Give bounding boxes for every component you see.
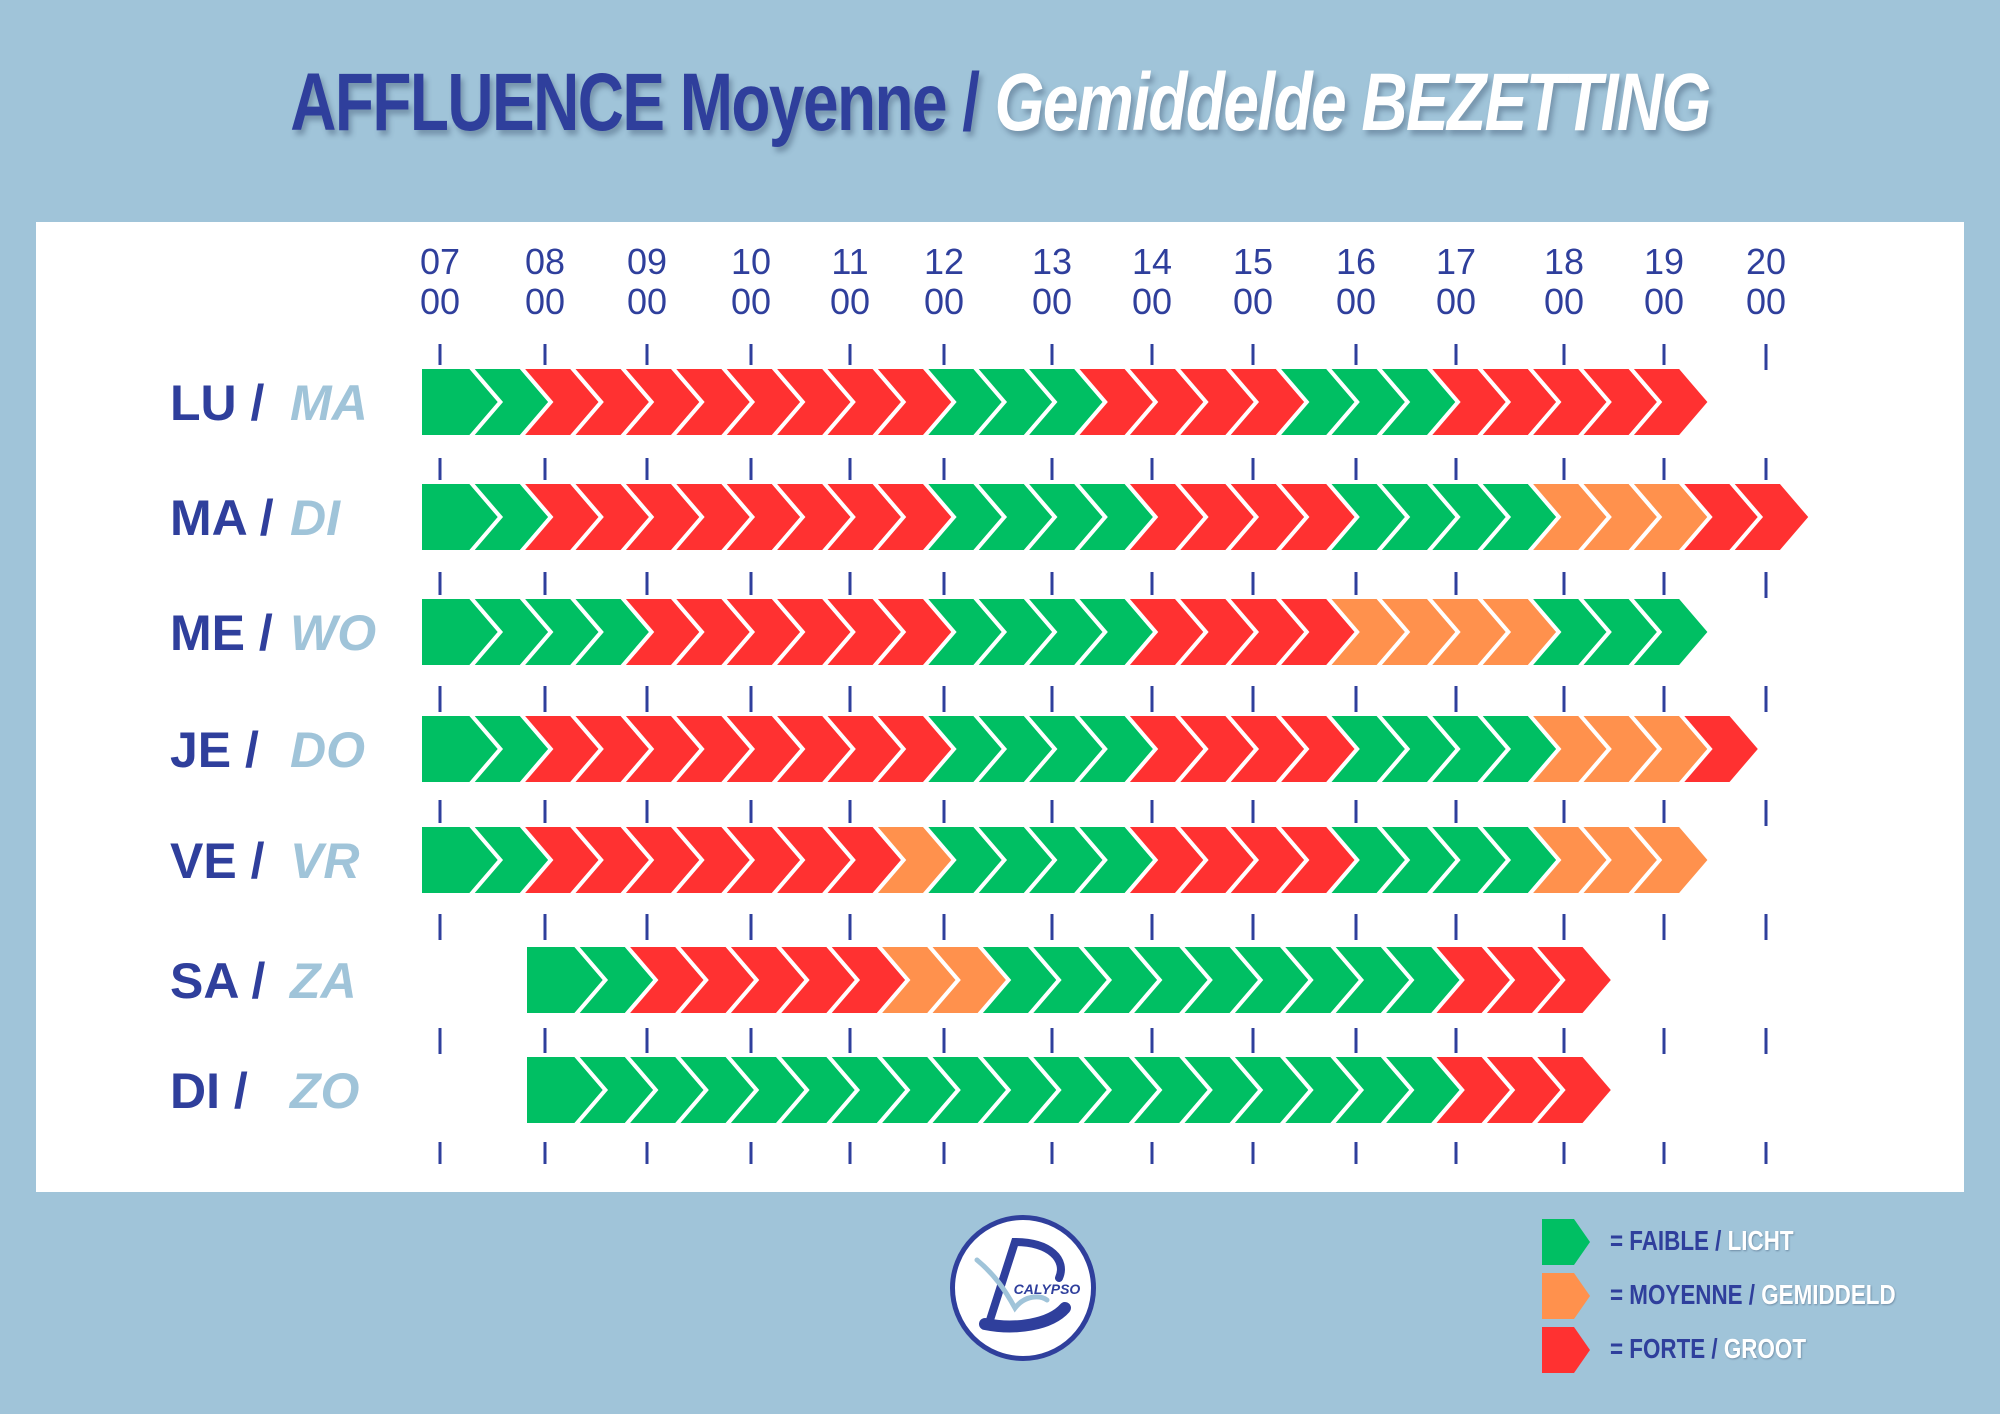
legend-chevron-icon [1542,1219,1590,1265]
day-label-fr: SA / [170,953,265,1009]
tick-label-hour: 07 [420,241,460,282]
legend-label-nl: GROOT [1723,1333,1807,1364]
legend-chevron-icon [1542,1273,1590,1319]
day-label-fr: DI / [170,1063,248,1119]
tick-label-minute: 00 [1336,281,1376,322]
occupancy-chevron [1528,943,1617,1017]
tick-label-hour: 13 [1032,241,1072,282]
legend-label-fr: = MOYENNE / [1610,1279,1762,1310]
day-row-di: DI / ZO [170,1053,1617,1127]
day-label-nl: DI [290,490,341,546]
occupancy-chevron [1625,823,1713,897]
tick-label-minute: 00 [420,281,460,322]
title-fr: AFFLUENCE Moyenne [290,57,947,148]
legend-chevron-icon [1542,1327,1590,1373]
legend-item-M: = MOYENNE / GEMIDDELD [1540,1269,1940,1323]
tick-label-minute: 00 [1746,281,1786,322]
legend-label: = MOYENNE / GEMIDDELD [1610,1279,1896,1311]
legend-item-F: = FAIBLE / LICHT [1540,1215,1940,1269]
day-label-nl: VR [290,833,359,889]
day-label-fr: ME / [170,605,273,661]
tick-label-hour: 17 [1436,241,1476,282]
legend-label: = FAIBLE / LICHT [1610,1225,1794,1257]
day-row-je: JE / DO [170,712,1764,786]
day-label-fr: MA / [170,490,274,546]
day-row-me: ME / WO [170,595,1713,669]
day-label-nl: ZO [288,1063,360,1119]
tick-label-minute: 00 [731,281,771,322]
legend-label-nl: LICHT [1727,1225,1794,1256]
day-row-lu: LU / MA [170,365,1713,439]
tick-label-hour: 14 [1132,241,1172,282]
tick-label-hour: 18 [1544,241,1584,282]
tick-label-minute: 00 [525,281,565,322]
day-label-fr: JE / [170,722,259,778]
tick-label-hour: 20 [1746,241,1786,282]
day-label-fr: VE / [170,833,265,889]
tick-label-hour: 11 [831,241,868,282]
day-label-nl: MA [290,375,368,431]
tick-label-hour: 16 [1336,241,1376,282]
tick-label-minute: 00 [1032,281,1072,322]
tick-label-minute: 00 [1132,281,1172,322]
logo-emblem: CALYPSO [974,1237,1081,1333]
day-label-nl: ZA [288,953,357,1009]
title-nl: Gemiddelde BEZETTING [994,57,1712,148]
tick-label-minute: 00 [1544,281,1584,322]
occupancy-chevron [1625,365,1713,439]
chart-panel: 07 00 08 00 09 00 10 00 11 00 12 00 13 00 14 00 15 00 16 00… [36,222,1964,1192]
tick-label-hour: 15 [1233,241,1273,282]
day-label-nl: WO [290,605,376,661]
day-row-ve: VE / VR [170,823,1713,897]
occupancy-chevron [1726,480,1814,554]
tick-label-minute: 00 [830,281,870,322]
tick-label-minute: 00 [1436,281,1476,322]
tick-label-minute: 00 [627,281,667,322]
tick-label-minute: 00 [1233,281,1273,322]
page-title: AFFLUENCE Moyenne / Gemiddelde BEZETTING [220,56,1780,150]
legend-label: = FORTE / GROOT [1610,1333,1806,1365]
day-row-sa: SA / ZA [170,943,1617,1017]
occupancy-chevron [1675,712,1764,786]
legend-label-nl: GEMIDDELD [1761,1279,1896,1310]
occupancy-chevron [1625,595,1713,669]
tick-label-hour: 09 [627,241,667,282]
tick-label-hour: 12 [924,241,964,282]
tick-label-minute: 00 [924,281,964,322]
tick-label-hour: 19 [1644,241,1684,282]
occupancy-chevron [1528,1053,1617,1127]
day-row-ma: MA / DI [170,480,1814,554]
tick-label-hour: 10 [731,241,771,282]
calypso-logo: CALYPSO [950,1215,1096,1361]
legend-label-fr: = FAIBLE / [1610,1225,1728,1256]
legend-label-fr: = FORTE / [1610,1333,1724,1364]
occupancy-chart: 0700080009001000110012001300140015001600… [170,241,1814,1164]
title-separator: / [962,57,980,148]
tick-label-minute: 00 [1644,281,1684,322]
tick-label-hour: 08 [525,241,565,282]
logo-text: CALYPSO [1014,1281,1081,1297]
day-label-nl: DO [290,722,365,778]
legend-item-R: = FORTE / GROOT [1540,1323,1940,1377]
day-label-fr: LU / [170,375,265,431]
